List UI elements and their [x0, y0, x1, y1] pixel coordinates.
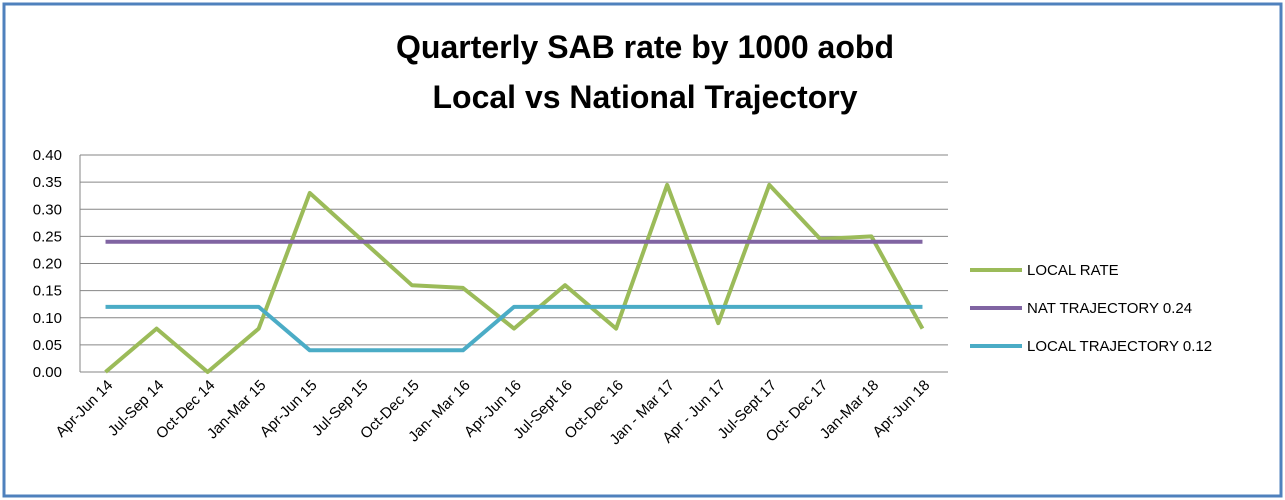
y-tick-label: 0.05 — [33, 337, 62, 354]
y-tick-label: 0.25 — [33, 228, 62, 245]
chart-title: Quarterly SAB rate by 1000 aobd — [396, 29, 894, 65]
line-series — [104, 182, 925, 374]
y-tick-label: 0.40 — [33, 147, 62, 164]
legend-label: LOCAL RATE — [1027, 262, 1119, 279]
y-tick-label: 0.10 — [33, 310, 62, 327]
y-tick-label: 0.15 — [33, 283, 62, 300]
y-tick-label: 0.00 — [33, 364, 62, 381]
y-tick-label: 0.35 — [33, 174, 62, 191]
y-tick-label: 0.30 — [33, 201, 62, 218]
chart-subtitle: Local vs National Trajectory — [432, 79, 857, 115]
legend-label: LOCAL TRAJECTORY 0.12 — [1027, 338, 1212, 355]
legend-label: NAT TRAJECTORY 0.24 — [1027, 300, 1192, 317]
line-series — [105, 304, 923, 353]
y-tick-label: 0.20 — [33, 256, 62, 273]
